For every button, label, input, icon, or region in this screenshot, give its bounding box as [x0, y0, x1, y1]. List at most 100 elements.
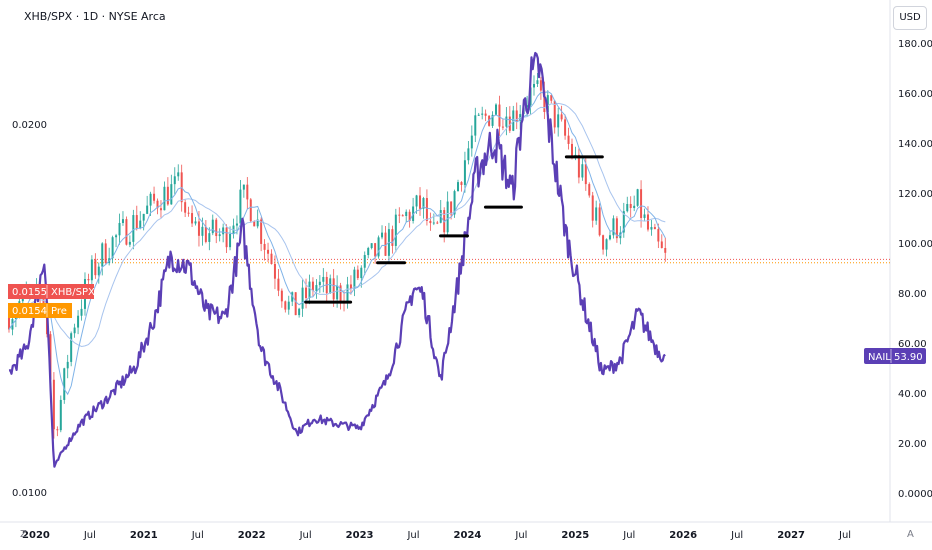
- left-tick-label: 0.0200: [12, 120, 47, 131]
- candle-body: [370, 243, 373, 249]
- candle-body: [605, 239, 608, 250]
- time-tick-label: Jul: [299, 530, 312, 541]
- candle-body: [239, 189, 242, 224]
- nail-overlay-line: [8, 51, 666, 468]
- pre-badge[interactable]: 0.0154 Pre: [8, 303, 72, 318]
- candle-body: [363, 255, 366, 268]
- candle-body: [225, 227, 228, 248]
- right-tick-label: 140.00: [898, 139, 932, 150]
- candle-body: [142, 213, 145, 221]
- candle-body: [204, 226, 207, 242]
- time-tick-label: 2021: [130, 530, 158, 541]
- candle-body: [135, 215, 138, 229]
- candle-body: [633, 205, 636, 208]
- candle-body: [577, 154, 580, 178]
- candle-body: [208, 233, 211, 242]
- candle-body: [450, 201, 453, 215]
- nail-badge-label: NAIL: [868, 352, 891, 363]
- candle-body: [508, 116, 511, 131]
- candle-body: [446, 201, 449, 233]
- currency-button[interactable]: USD: [893, 6, 927, 30]
- right-tick-label: 100.00: [898, 239, 932, 250]
- candle-body: [128, 241, 131, 245]
- candle-body: [595, 207, 598, 221]
- time-tick-label: Jul: [730, 530, 743, 541]
- candle-body: [315, 285, 318, 292]
- candle-body: [436, 222, 439, 224]
- candle-body: [405, 211, 408, 217]
- candle-body: [425, 198, 428, 221]
- candle-body: [298, 308, 301, 316]
- candle-body: [515, 110, 518, 122]
- candle-body: [101, 243, 104, 267]
- candle-body: [591, 195, 594, 221]
- candle-body: [491, 114, 494, 126]
- candle-body: [184, 202, 187, 213]
- candle-body: [329, 278, 332, 294]
- candle-body: [394, 214, 397, 246]
- candle-body: [270, 253, 273, 264]
- candle-body: [173, 176, 176, 185]
- candle-body: [360, 267, 363, 279]
- candle-body: [570, 143, 573, 157]
- ratio-badge[interactable]: 0.0155 XHB/SPX: [8, 284, 95, 299]
- candle-body: [384, 232, 387, 256]
- time-tick-label: Jul: [622, 530, 635, 541]
- candle-body: [56, 429, 59, 431]
- candle-body: [222, 227, 225, 235]
- candle-body: [287, 301, 290, 310]
- candle-body: [308, 281, 311, 299]
- right-corner-label[interactable]: A: [907, 529, 914, 540]
- candle-body: [598, 207, 601, 236]
- ratio-candles: [7, 72, 667, 439]
- candle-body: [349, 284, 352, 289]
- candle-body: [488, 115, 491, 126]
- right-tick-label: 20.00: [898, 439, 927, 450]
- candle-body: [643, 214, 646, 218]
- candle-body: [80, 308, 83, 316]
- candle-body: [429, 220, 432, 224]
- candle-body: [543, 90, 546, 113]
- candle-body: [201, 226, 204, 236]
- candle-body: [87, 279, 90, 281]
- candle-body: [125, 219, 128, 245]
- candle-body: [474, 115, 477, 136]
- candle-body: [139, 220, 142, 229]
- time-tick-label: 2027: [777, 530, 805, 541]
- right-tick-label: 60.00: [898, 339, 927, 350]
- candle-body: [97, 266, 100, 276]
- candle-body: [263, 243, 266, 250]
- candle-body: [612, 218, 615, 236]
- candle-body: [546, 95, 549, 113]
- ma-slow-line: [8, 102, 666, 348]
- candle-body: [367, 248, 370, 256]
- right-tick-label: 80.00: [898, 289, 927, 300]
- left-tick-label: 0.0100: [12, 488, 47, 499]
- candle-body: [646, 214, 649, 230]
- candle-body: [477, 114, 480, 116]
- candle-body: [177, 172, 180, 177]
- candle-body: [104, 243, 107, 264]
- candle-body: [166, 186, 169, 205]
- candle-body: [564, 119, 567, 136]
- candle-body: [629, 203, 632, 208]
- nail-badge-value: 53.90: [894, 352, 923, 363]
- candle-body: [73, 327, 76, 334]
- candle-body: [90, 259, 93, 281]
- candle-body: [149, 193, 152, 206]
- candle-body: [550, 95, 553, 101]
- candle-body: [539, 80, 542, 91]
- candle-body: [256, 219, 259, 227]
- time-tick-label: 2024: [454, 530, 482, 541]
- candle-body: [415, 195, 418, 207]
- candle-body: [346, 284, 349, 303]
- nail-badge[interactable]: NAIL 53.90: [864, 348, 926, 364]
- candle-body: [512, 110, 515, 131]
- candle-body: [191, 213, 194, 224]
- candle-body: [70, 333, 73, 362]
- left-corner-label[interactable]: Z: [20, 529, 27, 540]
- candle-body: [584, 164, 587, 185]
- candle-body: [332, 278, 335, 300]
- candle-body: [249, 199, 252, 222]
